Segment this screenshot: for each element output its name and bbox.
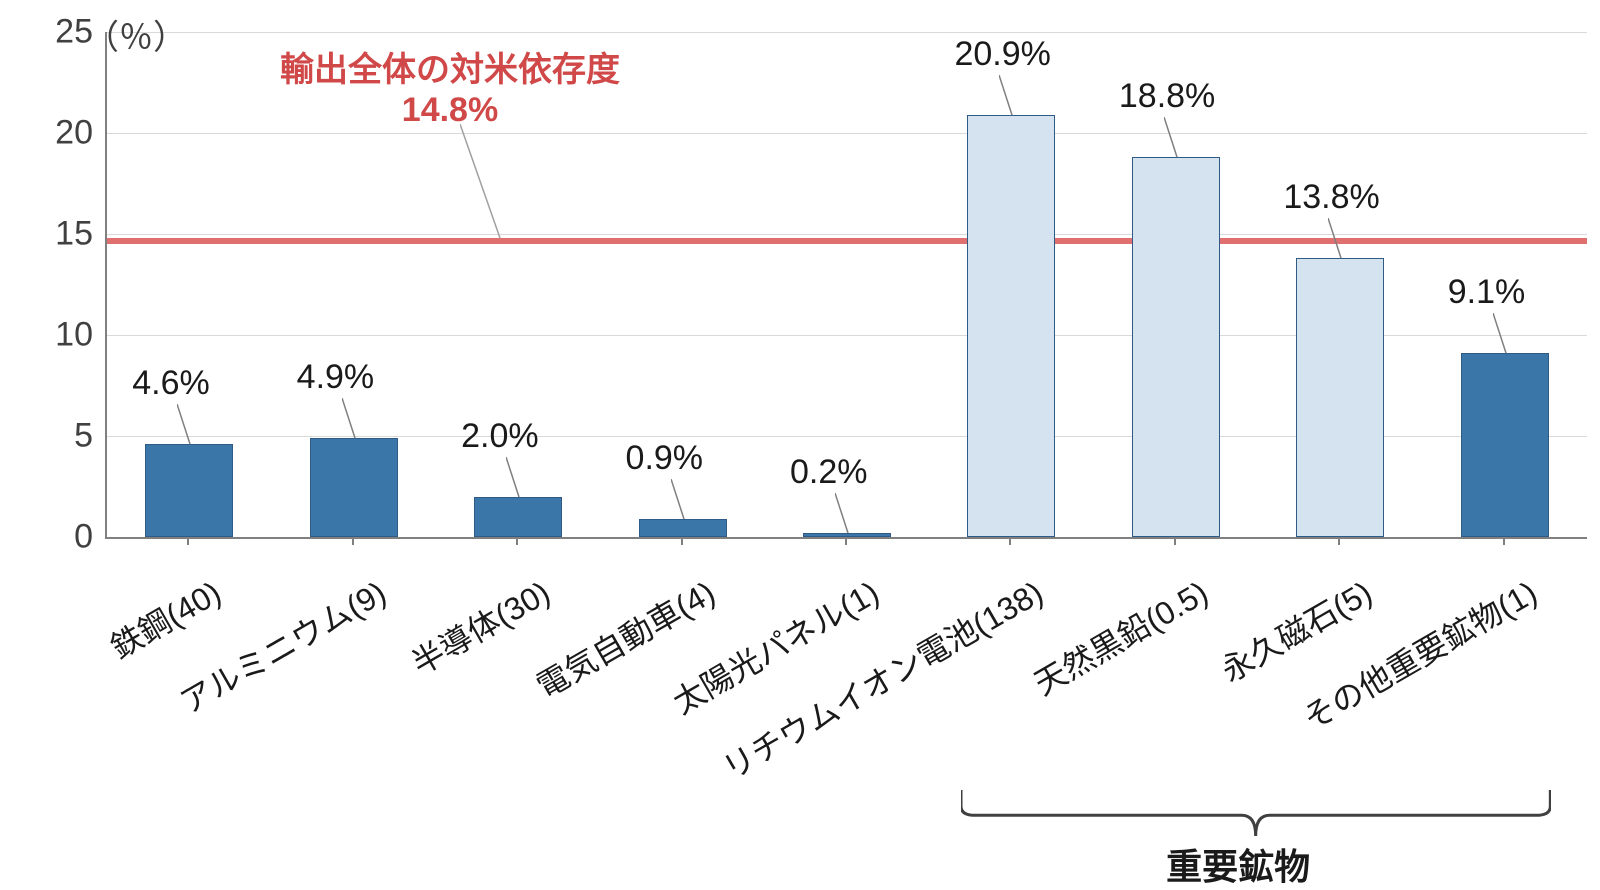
reference-annotation-line1: 輸出全体の対米依存度 [225, 42, 675, 91]
bar-value-label: 9.1% [1448, 273, 1526, 312]
gridline [107, 234, 1587, 235]
bar [967, 115, 1055, 537]
reference-annotation: 輸出全体の対米依存度14.8% [225, 42, 675, 130]
bar [1296, 258, 1384, 537]
bar [474, 497, 562, 537]
x-tick [352, 537, 354, 545]
bar-leader [506, 457, 521, 499]
x-tick [1338, 537, 1340, 545]
y-tick-label: 5 [13, 417, 93, 456]
bar-value-label: 4.6% [132, 364, 210, 403]
bar-value-label: 4.9% [297, 358, 375, 397]
bar-leader [671, 479, 686, 521]
reference-annotation-line2: 14.8% [225, 91, 675, 130]
x-tick [681, 537, 683, 545]
x-tick [845, 537, 847, 545]
y-tick-label: 0 [13, 518, 93, 557]
y-tick-label: 25 [13, 13, 93, 52]
bar-value-label: 0.9% [626, 439, 704, 478]
x-tick [187, 537, 189, 545]
y-tick-label: 15 [13, 215, 93, 254]
bar-leader [835, 493, 850, 535]
bar-leader [1164, 117, 1179, 159]
x-tick [1009, 537, 1011, 545]
bar-leader [177, 404, 192, 446]
bar [310, 438, 398, 537]
reference-line [107, 238, 1587, 244]
bar [1132, 157, 1220, 537]
bar-leader [999, 75, 1014, 117]
gridline [107, 32, 1587, 33]
bar [639, 519, 727, 537]
chart-root: 0510152025（％）輸出全体の対米依存度14.8%4.6%鉄鋼(40)4.… [0, 0, 1600, 879]
bar-value-label: 18.8% [1119, 77, 1215, 116]
bar-leader [1328, 218, 1343, 260]
y-tick-label: 20 [13, 114, 93, 153]
bar-value-label: 13.8% [1283, 178, 1379, 217]
y-unit-label: （％） [85, 10, 187, 59]
bar-leader [342, 398, 357, 440]
gridline [107, 133, 1587, 134]
bar-leader [1493, 313, 1508, 355]
group-label: 重要鉱物 [1166, 838, 1310, 890]
y-tick-label: 10 [13, 316, 93, 355]
bar [145, 444, 233, 537]
bar [1461, 353, 1549, 537]
x-tick [1174, 537, 1176, 545]
x-tick [1503, 537, 1505, 545]
bar-value-label: 2.0% [461, 417, 539, 456]
bar-value-label: 0.2% [790, 453, 868, 492]
bar-value-label: 20.9% [954, 35, 1050, 74]
reference-leader [460, 124, 502, 240]
x-tick [516, 537, 518, 545]
